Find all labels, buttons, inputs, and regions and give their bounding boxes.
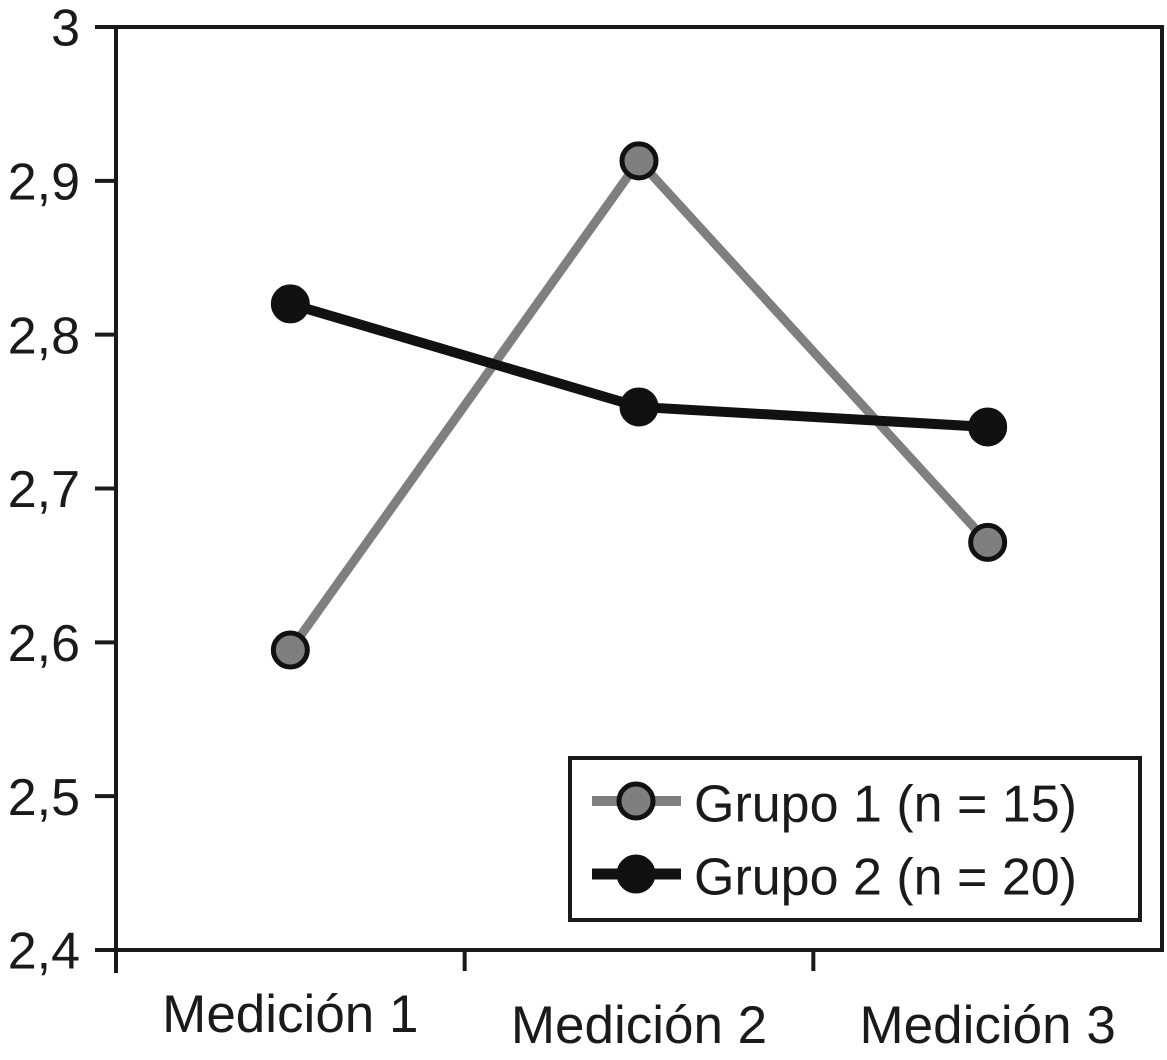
y-tick-label: 2,8 — [8, 307, 80, 365]
y-tick-label: 2,5 — [8, 769, 80, 827]
data-point-marker-s2-2 — [619, 387, 659, 427]
data-point-marker-s1-2 — [619, 141, 659, 181]
legend-entry-label: Grupo 2 (n = 20) — [694, 849, 1077, 907]
y-tick-label: 2,9 — [8, 154, 80, 212]
category-label: Medición 2 — [511, 996, 767, 1055]
data-point-marker-s2-3 — [968, 407, 1008, 447]
y-tick-label: 2,4 — [8, 923, 80, 981]
data-point-marker-s2-1 — [270, 284, 310, 324]
y-tick-label: 3 — [51, 0, 80, 58]
data-point-marker-s1-3 — [968, 522, 1008, 562]
y-tick-label: 2,6 — [8, 615, 80, 673]
data-point-marker-s1-1 — [270, 630, 310, 670]
category-label: Medición 1 — [162, 985, 418, 1044]
legend-marker-2 — [616, 854, 656, 894]
y-tick-label: 2,7 — [8, 461, 80, 519]
legend-box — [568, 756, 1142, 922]
category-label: Medición 3 — [860, 996, 1116, 1055]
legend-marker-1 — [616, 781, 656, 821]
legend-entry-label: Grupo 1 (n = 15) — [694, 776, 1077, 834]
